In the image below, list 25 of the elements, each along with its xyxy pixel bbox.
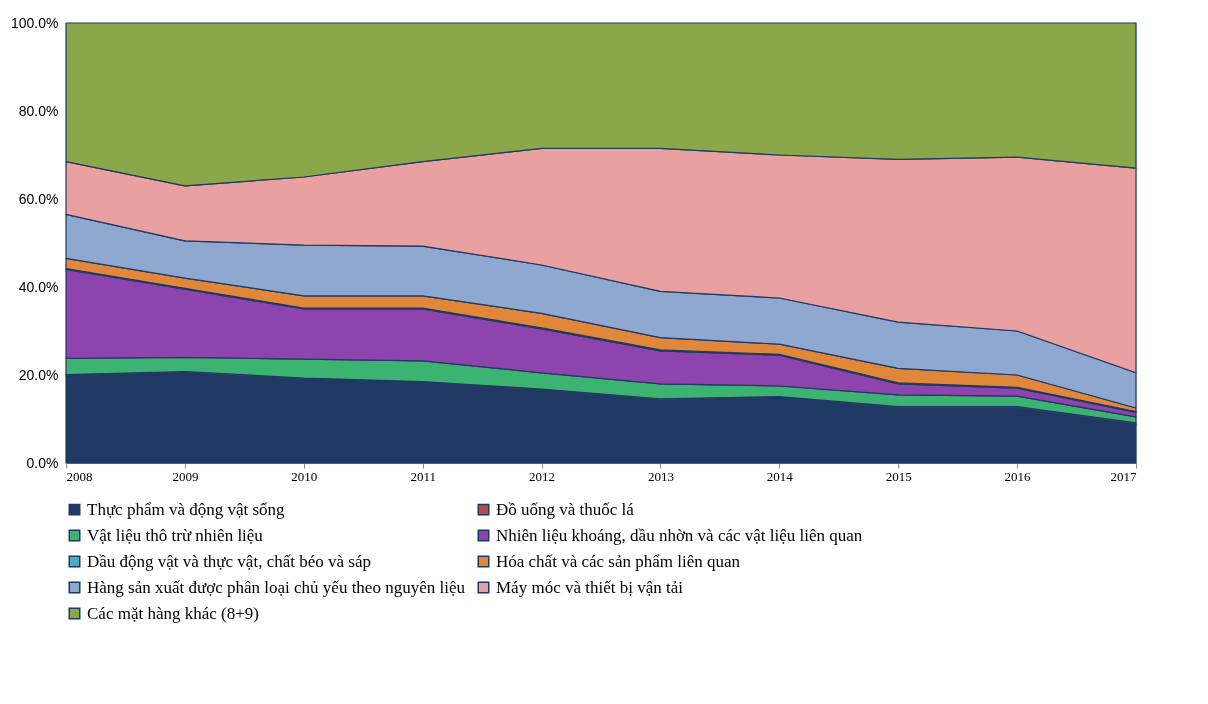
y-tick-label: 60.0% bbox=[18, 190, 59, 207]
legend-label: Các mặt hàng khác (8+9) bbox=[87, 603, 259, 623]
y-tick-label: 40.0% bbox=[18, 278, 59, 295]
legend-label: Máy móc và thiết bị vận tải bbox=[496, 577, 684, 597]
x-tick-label: 2016 bbox=[1004, 468, 1032, 484]
legend-label: Thực phẩm và động vật sống bbox=[87, 499, 286, 519]
x-tick-label: 2015 bbox=[885, 468, 912, 484]
legend-label: Hàng sản xuất được phân loại chủ yếu theo nguyên liệu bbox=[87, 577, 466, 597]
y-tick-label: 0.0% bbox=[26, 454, 59, 471]
y-tick-label: 80.0% bbox=[18, 102, 59, 119]
x-tick-label: 2012 bbox=[529, 468, 556, 484]
legend-label: Dầu động vật và thực vật, chất béo và sáp bbox=[87, 551, 371, 571]
x-tick-label: 2017 bbox=[1110, 468, 1137, 484]
y-tick-label: 20.0% bbox=[18, 366, 59, 383]
x-tick-label: 2011 bbox=[410, 468, 436, 484]
x-tick-label: 2014 bbox=[766, 468, 794, 484]
x-tick-label: 2008 bbox=[66, 468, 93, 484]
x-tick-label: 2013 bbox=[647, 468, 674, 484]
x-tick-label: 2009 bbox=[172, 468, 199, 484]
x-tick-label: 2010 bbox=[291, 468, 318, 484]
y-tick-label: 100.0% bbox=[11, 14, 59, 31]
legend-label: Hóa chất và các sản phẩm liên quan bbox=[496, 551, 741, 571]
legend-label: Vật liệu thô trừ nhiên liệu bbox=[87, 525, 264, 545]
legend-label: Nhiên liệu khoáng, dầu nhờn và các vật liệu liên quan bbox=[496, 525, 863, 545]
legend-label: Đồ uống và thuốc lá bbox=[496, 499, 635, 519]
